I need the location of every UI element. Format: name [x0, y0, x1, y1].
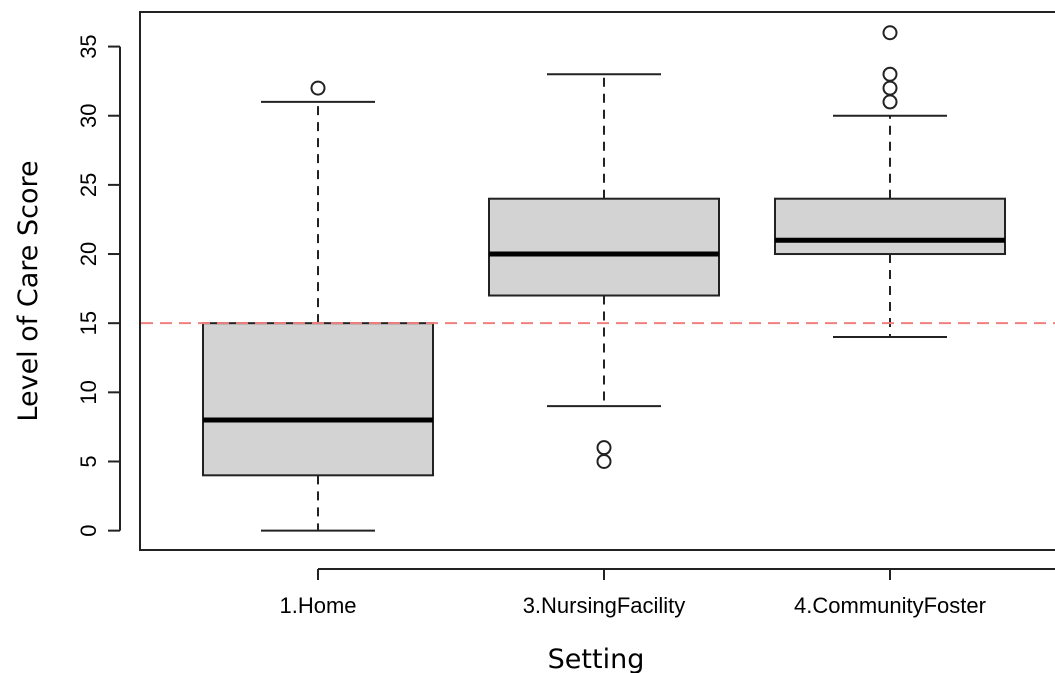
box-group: [488, 73, 720, 469]
outlier-point: [310, 80, 326, 96]
box-group: [202, 80, 434, 532]
x-tick-label: 3.NursingFacility: [523, 593, 686, 618]
plot-frame: [139, 11, 1055, 551]
x-tick-label: 4.CommunityFoster: [794, 593, 986, 618]
y-tick-label: 0: [76, 525, 101, 537]
outlier-point: [882, 25, 898, 41]
outlier-point: [882, 66, 898, 82]
outlier-point: [596, 453, 612, 469]
y-tick-label: 20: [76, 242, 101, 266]
box-group: [774, 25, 1006, 339]
y-axis: 0 5 10 15 20 25 30 35: [76, 34, 121, 537]
y-tick-label: 10: [76, 380, 101, 404]
iqr-box: [202, 322, 434, 477]
x-tick-label: 1.Home: [279, 593, 356, 618]
iqr-box: [488, 197, 720, 297]
outlier-point: [882, 94, 898, 110]
boxes-layer: [202, 25, 1006, 532]
y-tick-label: 15: [76, 311, 101, 335]
y-tick-label: 25: [76, 173, 101, 197]
iqr-box: [774, 197, 1006, 256]
y-tick-label: 5: [76, 455, 101, 467]
x-axis-title: Setting: [548, 644, 645, 673]
outlier-point: [596, 440, 612, 456]
y-tick-label: 35: [76, 34, 101, 58]
x-axis: 1.Home 3.NursingFacility 4.CommunityFoster: [279, 568, 1055, 618]
outlier-point: [882, 80, 898, 96]
y-tick-label: 30: [76, 103, 101, 127]
y-axis-title: Level of Care Score: [13, 160, 44, 421]
